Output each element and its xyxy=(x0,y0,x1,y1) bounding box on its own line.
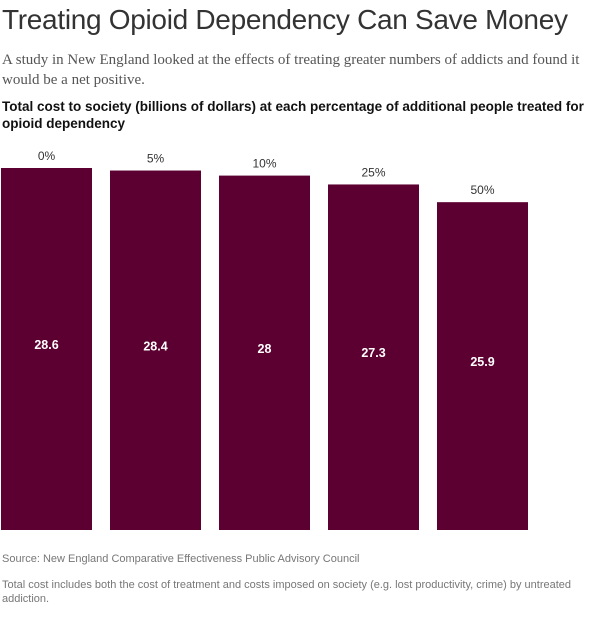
value-label: 27.3 xyxy=(361,346,385,360)
value-label: 28.4 xyxy=(143,339,167,353)
category-label: 10% xyxy=(252,157,276,171)
source-note: Source: New England Comparative Effectiv… xyxy=(2,553,360,565)
bar-5pct xyxy=(110,170,201,530)
bar-10pct xyxy=(219,175,310,530)
value-label: 28.6 xyxy=(34,338,58,352)
chart-description: A study in New England looked at the eff… xyxy=(2,52,580,88)
category-label: 50% xyxy=(470,183,494,197)
chart-headline: Treating Opioid Dependency Can Save Mone… xyxy=(2,4,568,35)
footnote: Total cost includes both the cost of tre… xyxy=(2,579,572,605)
bar-0pct xyxy=(1,168,92,530)
category-label: 5% xyxy=(147,152,165,166)
value-label: 28 xyxy=(258,342,272,356)
category-label: 0% xyxy=(38,149,56,163)
category-label: 25% xyxy=(361,165,385,179)
value-label: 25.9 xyxy=(470,355,494,369)
bar-chart: 0% 28.6 5% 28.4 10% 28 25% 27.3 50% 25.9 xyxy=(1,149,528,531)
bar-50pct xyxy=(437,202,528,531)
chart-title: Total cost to society (billions of dolla… xyxy=(2,99,584,131)
bar-25pct xyxy=(328,184,419,531)
